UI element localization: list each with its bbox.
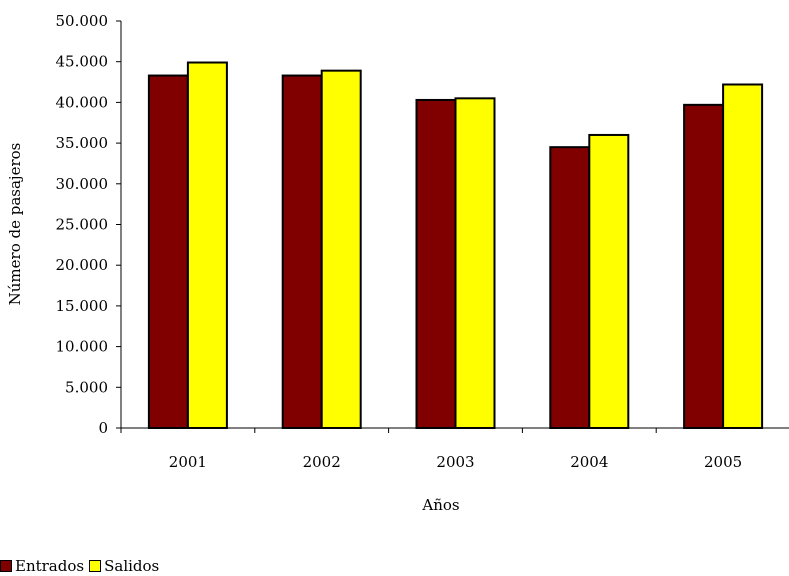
x-tick-label-2003: 2003 (436, 453, 474, 471)
legend-label-entrados: Entrados (15, 557, 85, 575)
y-tick-label-50000: 50.000 (56, 12, 109, 30)
legend-item-salidos: Salidos (89, 557, 159, 575)
y-tick-label-10000: 10.000 (56, 338, 109, 356)
bars-group (147, 61, 764, 430)
y-tick-label-35000: 35.000 (56, 134, 109, 152)
y-tick-label-5000: 5.000 (65, 378, 108, 396)
x-tick-label-2005: 2005 (704, 453, 742, 471)
bar-salidos-2001 (186, 61, 228, 429)
x-tick-label-2002: 2002 (303, 453, 341, 471)
bar-salidos-2002 (320, 69, 362, 430)
bar-entrados-2004 (549, 146, 591, 429)
x-tick-label-2004: 2004 (570, 453, 608, 471)
axes-group (116, 20, 789, 433)
bar-salidos-2003 (454, 97, 496, 430)
bar-entrados-2003 (415, 98, 457, 429)
x-axis-label: Años (421, 496, 459, 514)
legend-swatch-salidos (89, 560, 102, 572)
y-tick-label-30000: 30.000 (56, 175, 109, 193)
labels-group: 0 5.000 10.000 15.000 20.000 25.000 30.000 35.0… (56, 12, 743, 471)
y-tick-label-40000: 40.000 (56, 93, 109, 111)
x-tick-label-2001: 2001 (169, 453, 207, 471)
bar-salidos-2005 (722, 83, 764, 429)
y-tick-label-20000: 20.000 (56, 256, 109, 274)
legend-item-entrados: Entrados (0, 557, 84, 575)
bar-salidos-2004 (588, 133, 630, 430)
y-axis-label: Número de pasajeros (6, 143, 24, 306)
legend-label-salidos: Salidos (104, 557, 160, 575)
y-tick-label-25000: 25.000 (56, 216, 109, 234)
legend-swatch-entrados (0, 560, 12, 572)
bar-entrados-2001 (147, 74, 189, 430)
legend: Entrados Salidos (0, 557, 164, 575)
y-tick-label-45000: 45.000 (56, 53, 109, 71)
y-tick-label-15000: 15.000 (56, 297, 109, 315)
bar-entrados-2005 (683, 103, 725, 429)
bar-entrados-2002 (281, 74, 323, 430)
y-tick-label-0: 0 (98, 419, 108, 437)
